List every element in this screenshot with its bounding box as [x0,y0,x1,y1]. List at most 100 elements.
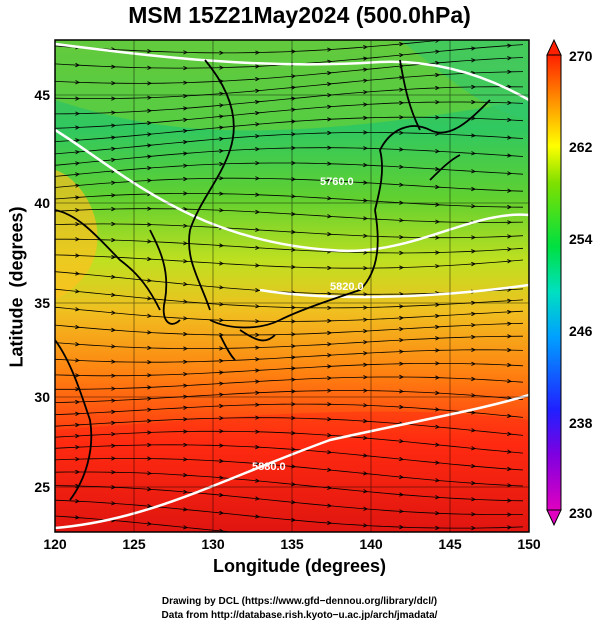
wind-arrow [327,232,333,237]
wind-arrow [75,422,81,428]
wind-arrow [327,178,333,183]
wind-arrow [399,524,405,530]
wind-arrow [291,332,297,337]
streamline [55,57,524,84]
wind-arrow [435,390,441,396]
wind-arrow [75,161,81,166]
wind-arrow [255,245,261,250]
wind-arrow [183,163,189,168]
wind-arrow [75,342,81,347]
contour-line [259,283,529,299]
wind-arrow [147,313,153,318]
wind-arrow [219,285,225,290]
wind-arrow [111,470,117,475]
wind-arrow [363,198,369,203]
wind-arrow [327,117,333,122]
wind-arrow [147,456,153,461]
wind-arrow [471,261,477,267]
wind-arrow [507,32,511,36]
wind-arrow [435,149,441,154]
wind-arrow [219,392,225,397]
wind-arrow [255,345,261,350]
wind-arrow [219,148,225,154]
wind-arrow [255,288,261,293]
wind-arrow [327,59,333,64]
wind-arrow [399,41,405,47]
wind-arrow [399,164,405,170]
wind-arrow [255,76,261,82]
wind-arrow [507,153,513,158]
wind-arrow [255,402,261,407]
wind-arrow [507,347,513,353]
wind-arrow [147,65,153,70]
wind-arrow [327,291,333,296]
wind-arrow [255,227,261,232]
wind-arrow [219,191,225,196]
wind-arrow [183,405,189,410]
wind-arrow [147,165,153,171]
streamline [55,485,524,516]
wind-arrow [75,111,81,116]
wind-arrow [183,331,189,337]
wind-arrow [291,319,297,324]
wind-arrow [111,64,117,69]
colorbar-tick-label: 270 [569,48,593,64]
wind-arrow [291,74,297,79]
wind-arrow [183,50,189,55]
wind-arrow [507,298,513,303]
wind-arrow [327,47,333,52]
wind-arrow [183,281,189,287]
wind-arrow [435,336,441,341]
credit-data: Data from http://database.rish.kyoto−u.a… [161,610,438,621]
wind-arrow [363,506,369,511]
wind-arrow [399,100,405,106]
wind-arrow [75,183,81,188]
wind-arrow [219,415,225,421]
streamline [55,430,524,454]
wind-arrow [363,265,369,271]
wind-arrow [471,322,477,328]
wind-arrow [363,292,369,297]
wind-arrow [363,146,369,151]
wind-arrow [507,117,513,123]
wind-arrow [219,65,225,70]
wind-arrow [183,259,189,264]
wind-arrow [327,364,333,369]
wind-arrow [327,81,333,87]
wind-arrow [255,379,261,384]
wind-arrow [219,429,225,434]
wind-arrow [291,194,297,199]
wind-arrow [183,442,189,448]
wind-arrow [435,49,441,54]
wind-arrow [219,176,225,181]
wind-arrow [183,206,189,212]
wind-arrow [219,103,225,108]
wind-arrow [183,371,189,377]
wind-arrow [183,139,189,145]
wind-arrow [327,402,333,407]
wind-arrow [327,450,333,455]
wind-arrow [75,96,81,101]
contour-line [55,393,529,530]
wind-arrow [435,72,441,78]
wind-arrow [219,492,225,498]
wind-arrow [147,471,153,476]
wind-arrow [471,36,475,40]
wind-arrow [147,296,153,301]
streamline [55,192,524,208]
streamline [55,71,524,99]
x-tick-label: 125 [122,536,146,552]
wind-arrow [255,304,261,309]
wind-arrow [111,373,117,378]
y-axis: 25 30 35 40 45 [34,87,50,495]
wind-arrow [147,154,153,159]
wind-arrow [183,346,189,351]
wind-arrow [147,206,153,211]
wind-arrow [75,456,81,462]
y-axis-label: Latitude (degrees) [6,206,27,368]
wind-arrow [291,160,297,166]
wind-arrow [471,480,477,486]
wind-arrow [111,180,117,185]
lat-lon-grid [55,40,529,532]
wind-arrow [219,381,225,386]
